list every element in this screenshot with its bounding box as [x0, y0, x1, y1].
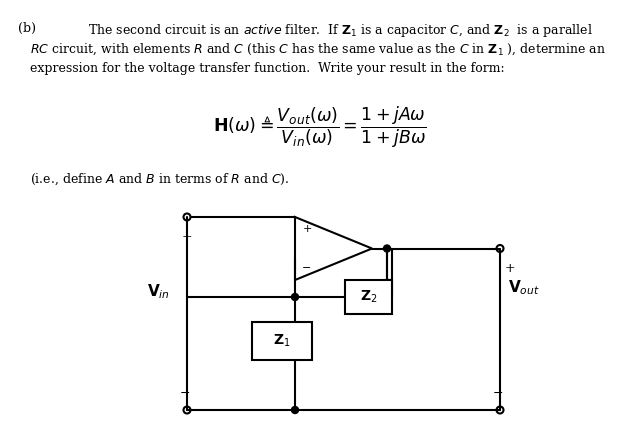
Text: $\mathbf{V}_{out}$: $\mathbf{V}_{out}$: [508, 278, 540, 297]
Text: The second circuit is an $\mathit{active}$ filter.  If $\mathbf{Z}_1$ is a capac: The second circuit is an $\mathit{active…: [88, 22, 593, 39]
Text: −: −: [180, 387, 190, 400]
Text: $\mathbf{V}_{in}$: $\mathbf{V}_{in}$: [147, 283, 170, 301]
Text: (i.e., define $A$ and $B$ in terms of $R$ and $C$).: (i.e., define $A$ and $B$ in terms of $R…: [30, 172, 289, 187]
Bar: [345, 280, 392, 314]
Text: −: −: [302, 263, 312, 273]
Text: +: +: [505, 263, 516, 276]
Text: $\mathbf{Z}_1$: $\mathbf{Z}_1$: [273, 333, 291, 349]
Text: (b): (b): [18, 22, 36, 35]
Text: +: +: [182, 231, 192, 244]
Bar: [252, 322, 312, 360]
Text: $\mathit{RC}$ circuit, with elements $R$ and $C$ (this $C$ has the same value as: $\mathit{RC}$ circuit, with elements $R$…: [30, 42, 606, 58]
Text: expression for the voltage transfer function.  Write your result in the form:: expression for the voltage transfer func…: [30, 62, 504, 75]
Text: $\mathbf{H}(\omega)\triangleq\dfrac{V_{out}(\omega)}{V_{in}(\omega)}=\dfrac{1+jA: $\mathbf{H}(\omega)\triangleq\dfrac{V_{o…: [213, 105, 427, 150]
Circle shape: [291, 293, 298, 301]
Circle shape: [291, 406, 298, 413]
Text: +: +: [302, 224, 312, 234]
Circle shape: [383, 245, 390, 252]
Text: $\mathbf{Z}_2$: $\mathbf{Z}_2$: [360, 289, 377, 305]
Text: −: −: [493, 387, 503, 400]
